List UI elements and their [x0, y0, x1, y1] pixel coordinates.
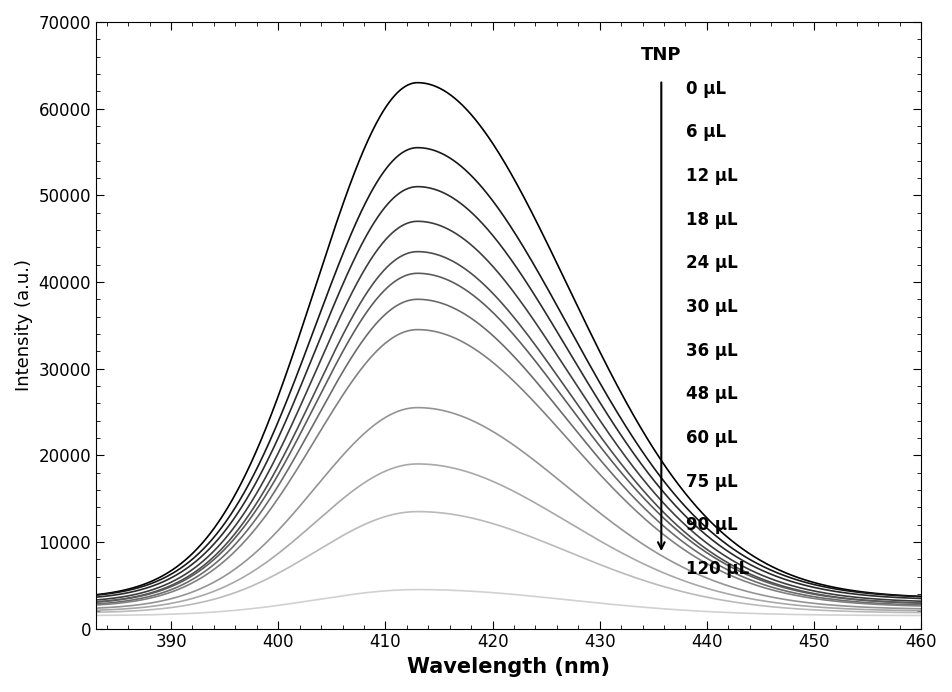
Text: 120 μL: 120 μL [686, 560, 749, 578]
Text: 30 μL: 30 μL [686, 298, 738, 316]
Text: 18 μL: 18 μL [686, 211, 738, 229]
Text: 48 μL: 48 μL [686, 385, 738, 403]
Text: 60 μL: 60 μL [686, 429, 738, 447]
Text: 24 μL: 24 μL [686, 255, 738, 273]
Text: 6 μL: 6 μL [686, 123, 726, 141]
Text: 12 μL: 12 μL [686, 167, 738, 185]
Text: 36 μL: 36 μL [686, 342, 738, 360]
Text: 90 μL: 90 μL [686, 516, 738, 534]
X-axis label: Wavelength (nm): Wavelength (nm) [407, 657, 610, 677]
Text: 75 μL: 75 μL [686, 473, 738, 491]
Text: 0 μL: 0 μL [686, 80, 726, 98]
Y-axis label: Intensity (a.u.): Intensity (a.u.) [15, 260, 33, 391]
Text: TNP: TNP [641, 46, 682, 64]
